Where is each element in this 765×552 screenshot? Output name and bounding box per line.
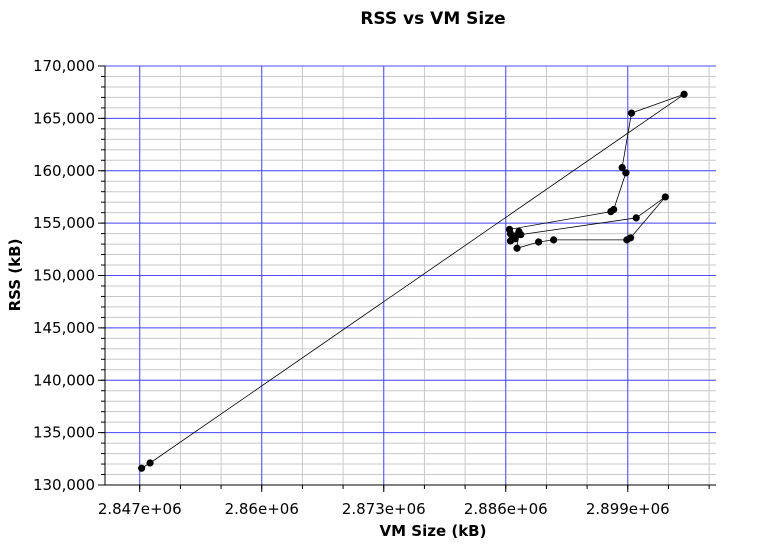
x-axis-ticks: 2.847e+06 2.86e+06 2.873e+06 2.886e+06 2.899…: [98, 485, 710, 518]
x-tick-label: 2.886e+06: [464, 500, 548, 518]
data-point: [627, 109, 636, 117]
data-point: [680, 90, 688, 98]
y-axis-label: RSS (kB): [6, 239, 24, 312]
data-point: [661, 193, 669, 201]
x-tick-label: 2.86e+06: [225, 500, 299, 518]
data-point: [632, 214, 640, 222]
y-tick-label: 170,000: [33, 57, 95, 75]
y-tick-label: 140,000: [33, 371, 95, 389]
y-tick-label: 150,000: [33, 267, 95, 285]
x-tick-label: 2.873e+06: [342, 500, 426, 518]
data-point: [138, 464, 146, 472]
series-group: [138, 90, 688, 472]
y-tick-label: 145,000: [33, 319, 95, 337]
y-axis-ticks: 130,000 135,000 140,000 145,000 150,000 155,0…: [33, 57, 105, 494]
y-tick-label: 160,000: [33, 162, 95, 180]
data-point: [622, 169, 630, 177]
data-point: [146, 459, 154, 467]
y-tick-label: 155,000: [33, 214, 95, 232]
data-point: [513, 244, 521, 252]
data-point: [511, 235, 519, 243]
data-point: [506, 230, 515, 238]
x-tick-label: 2.847e+06: [98, 500, 182, 518]
y-tick-label: 135,000: [33, 424, 95, 442]
y-tick-label: 165,000: [33, 109, 95, 127]
data-point: [618, 164, 626, 172]
x-tick-label: 2.899e+06: [586, 500, 670, 518]
data-point: [535, 238, 543, 246]
data-point: [517, 231, 525, 239]
y-tick-label: 130,000: [33, 476, 95, 494]
chart-title: RSS vs VM Size: [360, 9, 505, 29]
data-point: [626, 234, 635, 242]
data-point: [607, 208, 615, 216]
x-axis-label: VM Size (kB): [380, 522, 487, 540]
data-point: [550, 236, 558, 244]
